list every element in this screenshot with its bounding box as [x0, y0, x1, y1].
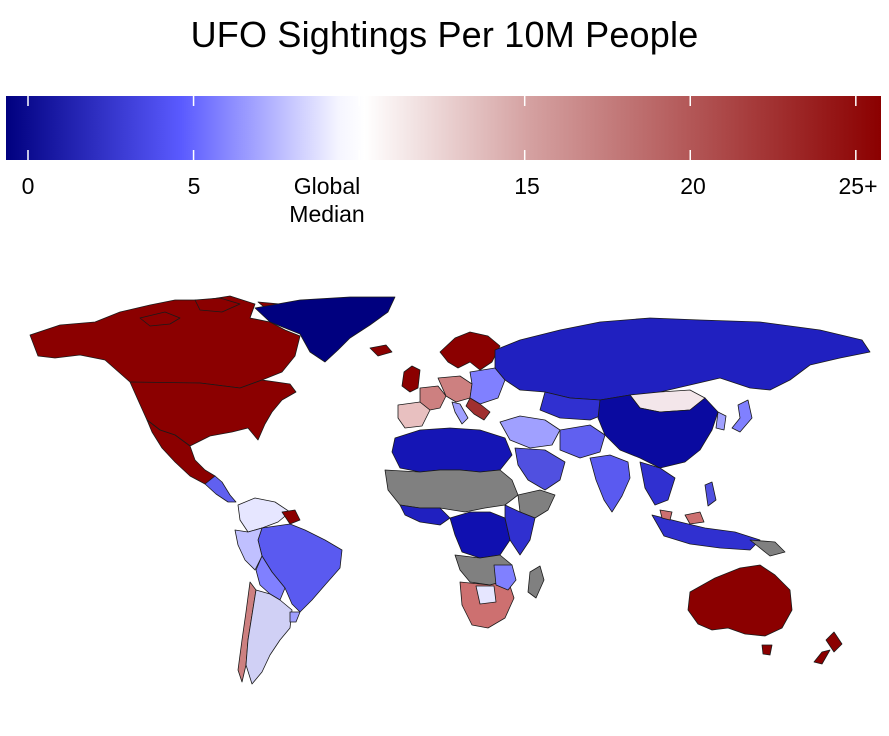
- region-central-africa: [449, 511, 511, 559]
- region-turkey-middle-east: [499, 415, 561, 449]
- region-guyana: [281, 509, 301, 525]
- region-uruguay: [289, 611, 301, 623]
- region-central-america: [204, 475, 237, 503]
- tick-label-25-plus: 25+: [838, 173, 878, 199]
- tick-label-5: 5: [187, 173, 201, 199]
- region-scandinavia: [439, 331, 501, 371]
- region-botswana: [475, 585, 497, 605]
- region-greenland: [254, 296, 396, 363]
- region-argentina: [245, 589, 293, 685]
- region-australia: [687, 564, 793, 637]
- region-madagascar: [527, 565, 545, 599]
- region-west-africa: [399, 504, 451, 526]
- tick-label-median-line1: Global: [293, 173, 361, 199]
- region-east-africa: [504, 504, 536, 556]
- region-balkans: [465, 397, 491, 421]
- region-indonesia: [651, 514, 761, 551]
- region-philippines: [704, 481, 717, 507]
- region-mozambique-zimbabwe: [493, 564, 517, 591]
- tick-label-15: 15: [514, 173, 540, 199]
- region-canada: [29, 295, 301, 389]
- region-southeast-asia: [639, 461, 676, 506]
- map-title: UFO Sightings Per 10M People: [190, 14, 699, 55]
- region-france: [419, 385, 447, 411]
- region-iceland: [369, 344, 393, 357]
- region-peru-ecuador: [234, 527, 263, 571]
- color-scale-bar: [6, 96, 881, 160]
- region-uk-ireland: [401, 365, 421, 393]
- tick-label-median-line2: Median: [289, 201, 365, 227]
- color-scale-tick-labels: 0 5 Global Median 15 20 25+: [0, 172, 889, 242]
- region-tasmania: [761, 644, 773, 656]
- world-choropleth-map: [29, 295, 871, 685]
- tick-label-20: 20: [680, 173, 706, 199]
- region-malaysia: [659, 509, 705, 525]
- region-north-africa: [391, 427, 513, 473]
- region-colombia-venezuela: [237, 497, 291, 533]
- region-russia: [494, 317, 871, 401]
- region-italy: [451, 401, 469, 425]
- region-papua-new-guinea: [749, 539, 786, 557]
- tick-label-global-median: Global Median: [289, 172, 364, 228]
- region-korea: [715, 411, 727, 431]
- region-arabia: [514, 447, 566, 491]
- tick-label-0: 0: [21, 173, 35, 199]
- region-iran-afghanistan: [559, 424, 606, 459]
- region-china: [597, 394, 719, 469]
- region-japan: [731, 399, 753, 433]
- region-india: [589, 454, 631, 513]
- region-new-zealand: [813, 631, 843, 665]
